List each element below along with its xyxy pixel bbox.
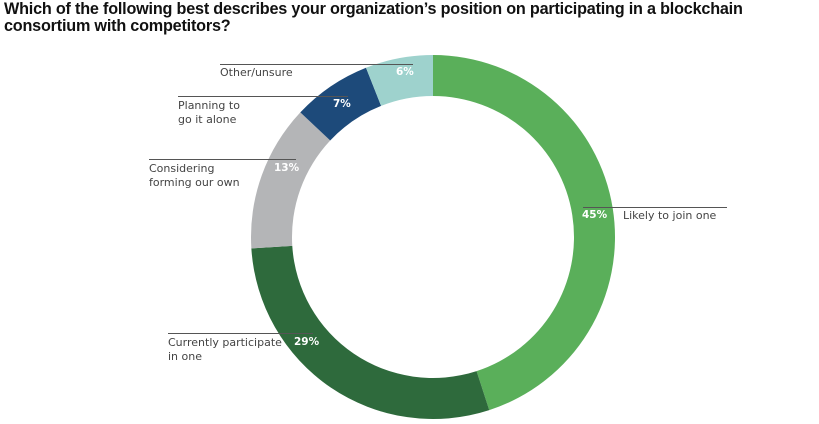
pct-planning-alone: 7%	[333, 98, 351, 110]
leader-line-considering	[149, 159, 296, 160]
slice-currently-participate	[251, 245, 490, 419]
slice-other-unsure	[366, 55, 433, 106]
leader-line-currently	[168, 333, 313, 334]
slice-planning-alone	[300, 67, 382, 141]
leader-line-other	[220, 64, 413, 65]
slice-likely-to-join	[433, 55, 615, 411]
label-other-unsure: Other/unsure	[220, 66, 293, 79]
pct-currently-participate: 29%	[294, 336, 320, 348]
leader-line-likely	[583, 207, 727, 208]
donut-slices	[251, 55, 615, 419]
pct-likely-to-join: 45%	[582, 209, 608, 221]
chart-title: Which of the following best describes yo…	[4, 0, 743, 35]
label-currently-participate: Currently participate in one	[168, 336, 282, 363]
pct-considering-forming: 13%	[274, 162, 300, 174]
label-considering-forming: Considering forming our own	[149, 162, 240, 189]
leader-line-planning	[178, 96, 348, 97]
pct-other-unsure: 6%	[396, 66, 414, 78]
slice-considering-forming	[251, 112, 331, 249]
label-planning-alone: Planning to go it alone	[178, 99, 240, 126]
label-likely-to-join: Likely to join one	[623, 209, 717, 222]
